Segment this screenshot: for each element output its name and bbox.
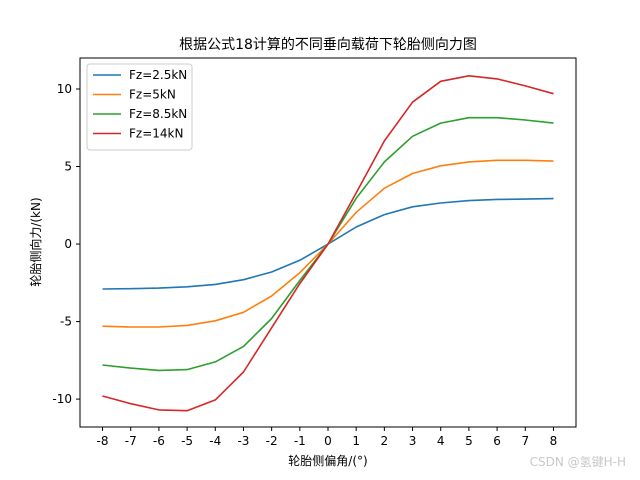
x-tick-label: 1 [352, 434, 360, 448]
chart-title: 根据公式18计算的不同垂向载荷下轮胎侧向力图 [179, 37, 477, 53]
watermark: CSDN @氢键H-H [530, 453, 626, 470]
x-tick-label: -4 [209, 434, 221, 448]
x-tick-label: -7 [125, 434, 137, 448]
legend-label: Fz=8.5kN [129, 107, 187, 121]
x-tick-label: 3 [409, 434, 417, 448]
legend-label: Fz=14kN [129, 127, 183, 141]
x-tick-label: 2 [381, 434, 389, 448]
legend-label: Fz=2.5kN [129, 68, 187, 82]
legend: Fz=2.5kN Fz=5kN Fz=8.5kN Fz=14kN [87, 64, 192, 150]
x-axis: -8 -7 -6 -5 -4 -3 -2 -1 0 1 2 3 4 5 6 7 8 [97, 427, 558, 448]
x-tick-label: -8 [97, 434, 109, 448]
x-tick-label: -5 [181, 434, 193, 448]
y-axis: -10 -5 0 5 10 [52, 82, 80, 406]
y-tick-label: 0 [64, 237, 72, 251]
y-tick-label: -10 [52, 392, 72, 406]
x-tick-label: -3 [237, 434, 249, 448]
x-axis-label: 轮胎侧偏角/(°) [288, 453, 367, 468]
y-tick-label: 5 [64, 160, 72, 174]
x-tick-label: 0 [324, 434, 332, 448]
x-tick-label: -2 [266, 434, 278, 448]
y-axis-label: 轮胎侧向力/(kN) [28, 197, 43, 286]
x-tick-label: 8 [550, 434, 558, 448]
x-tick-label: -1 [294, 434, 306, 448]
y-tick-label: 10 [57, 82, 72, 96]
x-tick-label: 5 [465, 434, 473, 448]
x-tick-label: -6 [153, 434, 165, 448]
x-tick-label: 4 [437, 434, 445, 448]
x-tick-label: 6 [493, 434, 501, 448]
x-tick-label: 7 [521, 434, 529, 448]
y-tick-label: -5 [60, 315, 72, 329]
legend-label: Fz=5kN [129, 88, 176, 102]
